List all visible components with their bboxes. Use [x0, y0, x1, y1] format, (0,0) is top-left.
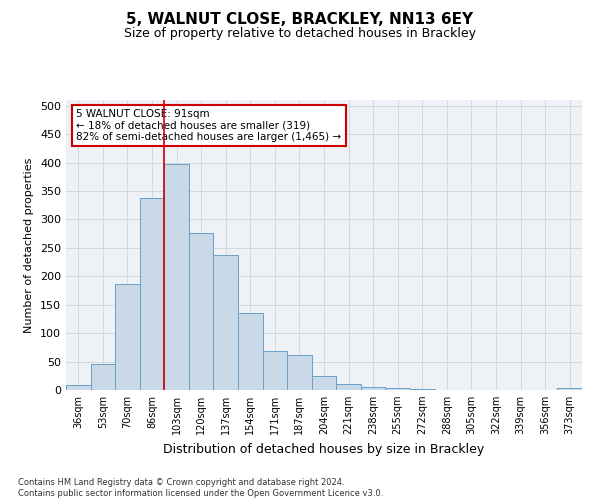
Bar — [214, 254, 238, 390]
Bar — [238, 312, 263, 390]
Text: Size of property relative to detached houses in Brackley: Size of property relative to detached ho… — [124, 28, 476, 40]
X-axis label: Distribution of detached houses by size in Brackley: Distribution of detached houses by size … — [163, 442, 485, 456]
Text: Contains HM Land Registry data © Crown copyright and database right 2024.
Contai: Contains HM Land Registry data © Crown c… — [18, 478, 383, 498]
Text: 5, WALNUT CLOSE, BRACKLEY, NN13 6EY: 5, WALNUT CLOSE, BRACKLEY, NN13 6EY — [127, 12, 473, 28]
Bar — [336, 384, 361, 390]
Bar — [189, 233, 214, 390]
Bar — [115, 284, 140, 390]
Bar — [91, 364, 115, 390]
Y-axis label: Number of detached properties: Number of detached properties — [25, 158, 34, 332]
Text: 5 WALNUT CLOSE: 91sqm
← 18% of detached houses are smaller (319)
82% of semi-det: 5 WALNUT CLOSE: 91sqm ← 18% of detached … — [76, 108, 341, 142]
Bar — [361, 387, 385, 390]
Bar — [263, 351, 287, 390]
Bar — [140, 198, 164, 390]
Bar — [66, 386, 91, 390]
Bar — [557, 388, 582, 390]
Bar — [312, 376, 336, 390]
Bar — [385, 388, 410, 390]
Bar — [287, 354, 312, 390]
Bar — [164, 164, 189, 390]
